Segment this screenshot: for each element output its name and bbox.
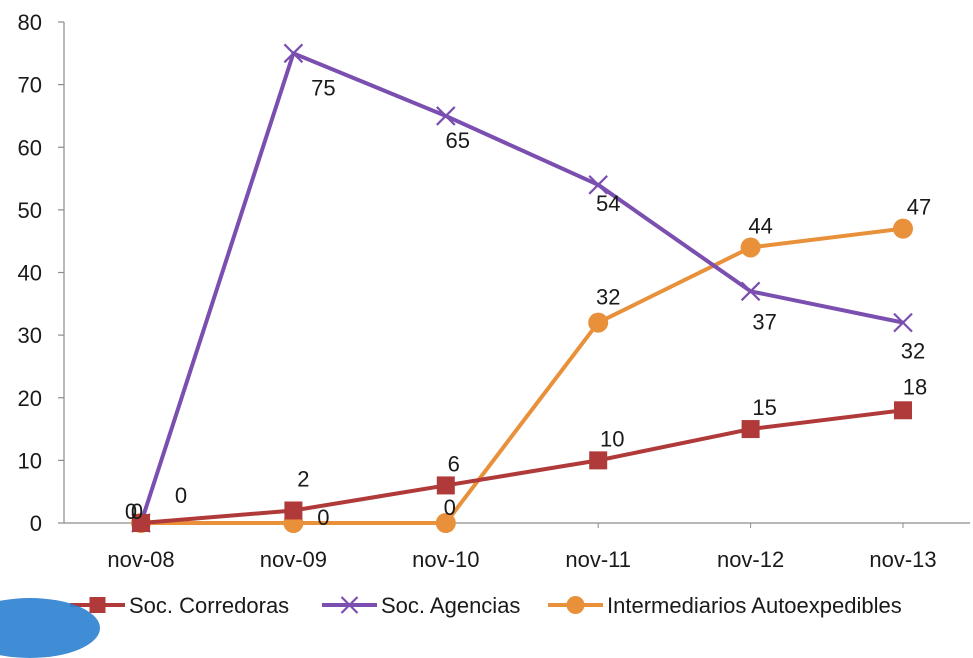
x-tick-label: nov-10 [412,547,479,572]
data-label: 54 [596,191,620,216]
y-tick-label: 30 [18,323,42,348]
legend-label: Intermediarios Autoexpedibles [607,593,902,618]
legend-label: Soc. Agencias [381,593,520,618]
data-label: 32 [901,339,925,364]
data-point-circle [893,218,913,239]
data-point-circle [740,237,761,258]
data-label: 10 [600,426,624,451]
legend-item: Soc. Corredoras [70,593,289,618]
data-point-square [894,401,912,420]
data-point-x [436,106,456,126]
series-layer [131,43,913,533]
y-tick-label: 80 [18,10,42,35]
data-label: 32 [596,285,620,310]
data-point-x [740,281,761,302]
x-tick-label: nov-09 [260,547,327,572]
data-label: 0 [125,499,137,524]
data-label: 0 [175,483,187,508]
series-line [140,408,904,525]
data-label: 47 [907,195,931,220]
data-point-square [589,451,608,470]
data-point-x [588,175,608,195]
x-tick-label: nov-08 [107,547,174,572]
legend: Soc. Corredoras Soc. Agencias Intermediari… [70,593,902,618]
x-tick-label: nov-12 [717,547,784,572]
series-line [141,226,904,525]
y-tick-label: 60 [18,135,42,160]
data-point-circle [435,513,456,533]
legend-item: Soc. Agencias [322,593,520,618]
data-point-x [283,43,304,64]
data-point-x [893,312,913,333]
y-tick-label: 10 [18,448,42,473]
data-point-square [132,514,150,532]
y-tick-label: 70 [18,73,42,98]
legend-label: Soc. Corredoras [129,593,289,618]
data-label: 44 [748,213,772,238]
data-label: 65 [446,128,470,153]
line-chart: 0 10 20 30 40 50 60 70 80 nov-08 nov-09 nov-10 nov-1… [18,10,970,618]
data-label: 0 [131,499,143,524]
y-tick-label: 40 [18,261,42,286]
data-label: 2 [297,466,309,491]
data-point-square [436,476,455,495]
data-label: 6 [448,451,460,476]
y-tick-label: 20 [18,386,42,411]
data-label: 75 [311,75,335,100]
data-point-x [340,596,359,614]
legend-item: Intermediarios Autoexpedibles [548,593,902,618]
x-tick-label: nov-13 [869,547,936,572]
data-label: 0 [444,495,456,520]
data-point-square [284,501,303,520]
y-tick-label: 0 [30,511,42,536]
series-line [139,51,904,524]
data-label: 0 [317,505,329,530]
data-point-square [741,420,760,439]
data-point-circle [566,596,585,614]
data-point-circle [588,312,609,333]
data-label: 15 [752,395,776,420]
data-label: 37 [752,309,776,334]
data-point-square [89,597,106,613]
x-tick-label: nov-11 [565,547,631,572]
y-tick-label: 50 [18,198,42,223]
data-label: 18 [903,374,927,399]
